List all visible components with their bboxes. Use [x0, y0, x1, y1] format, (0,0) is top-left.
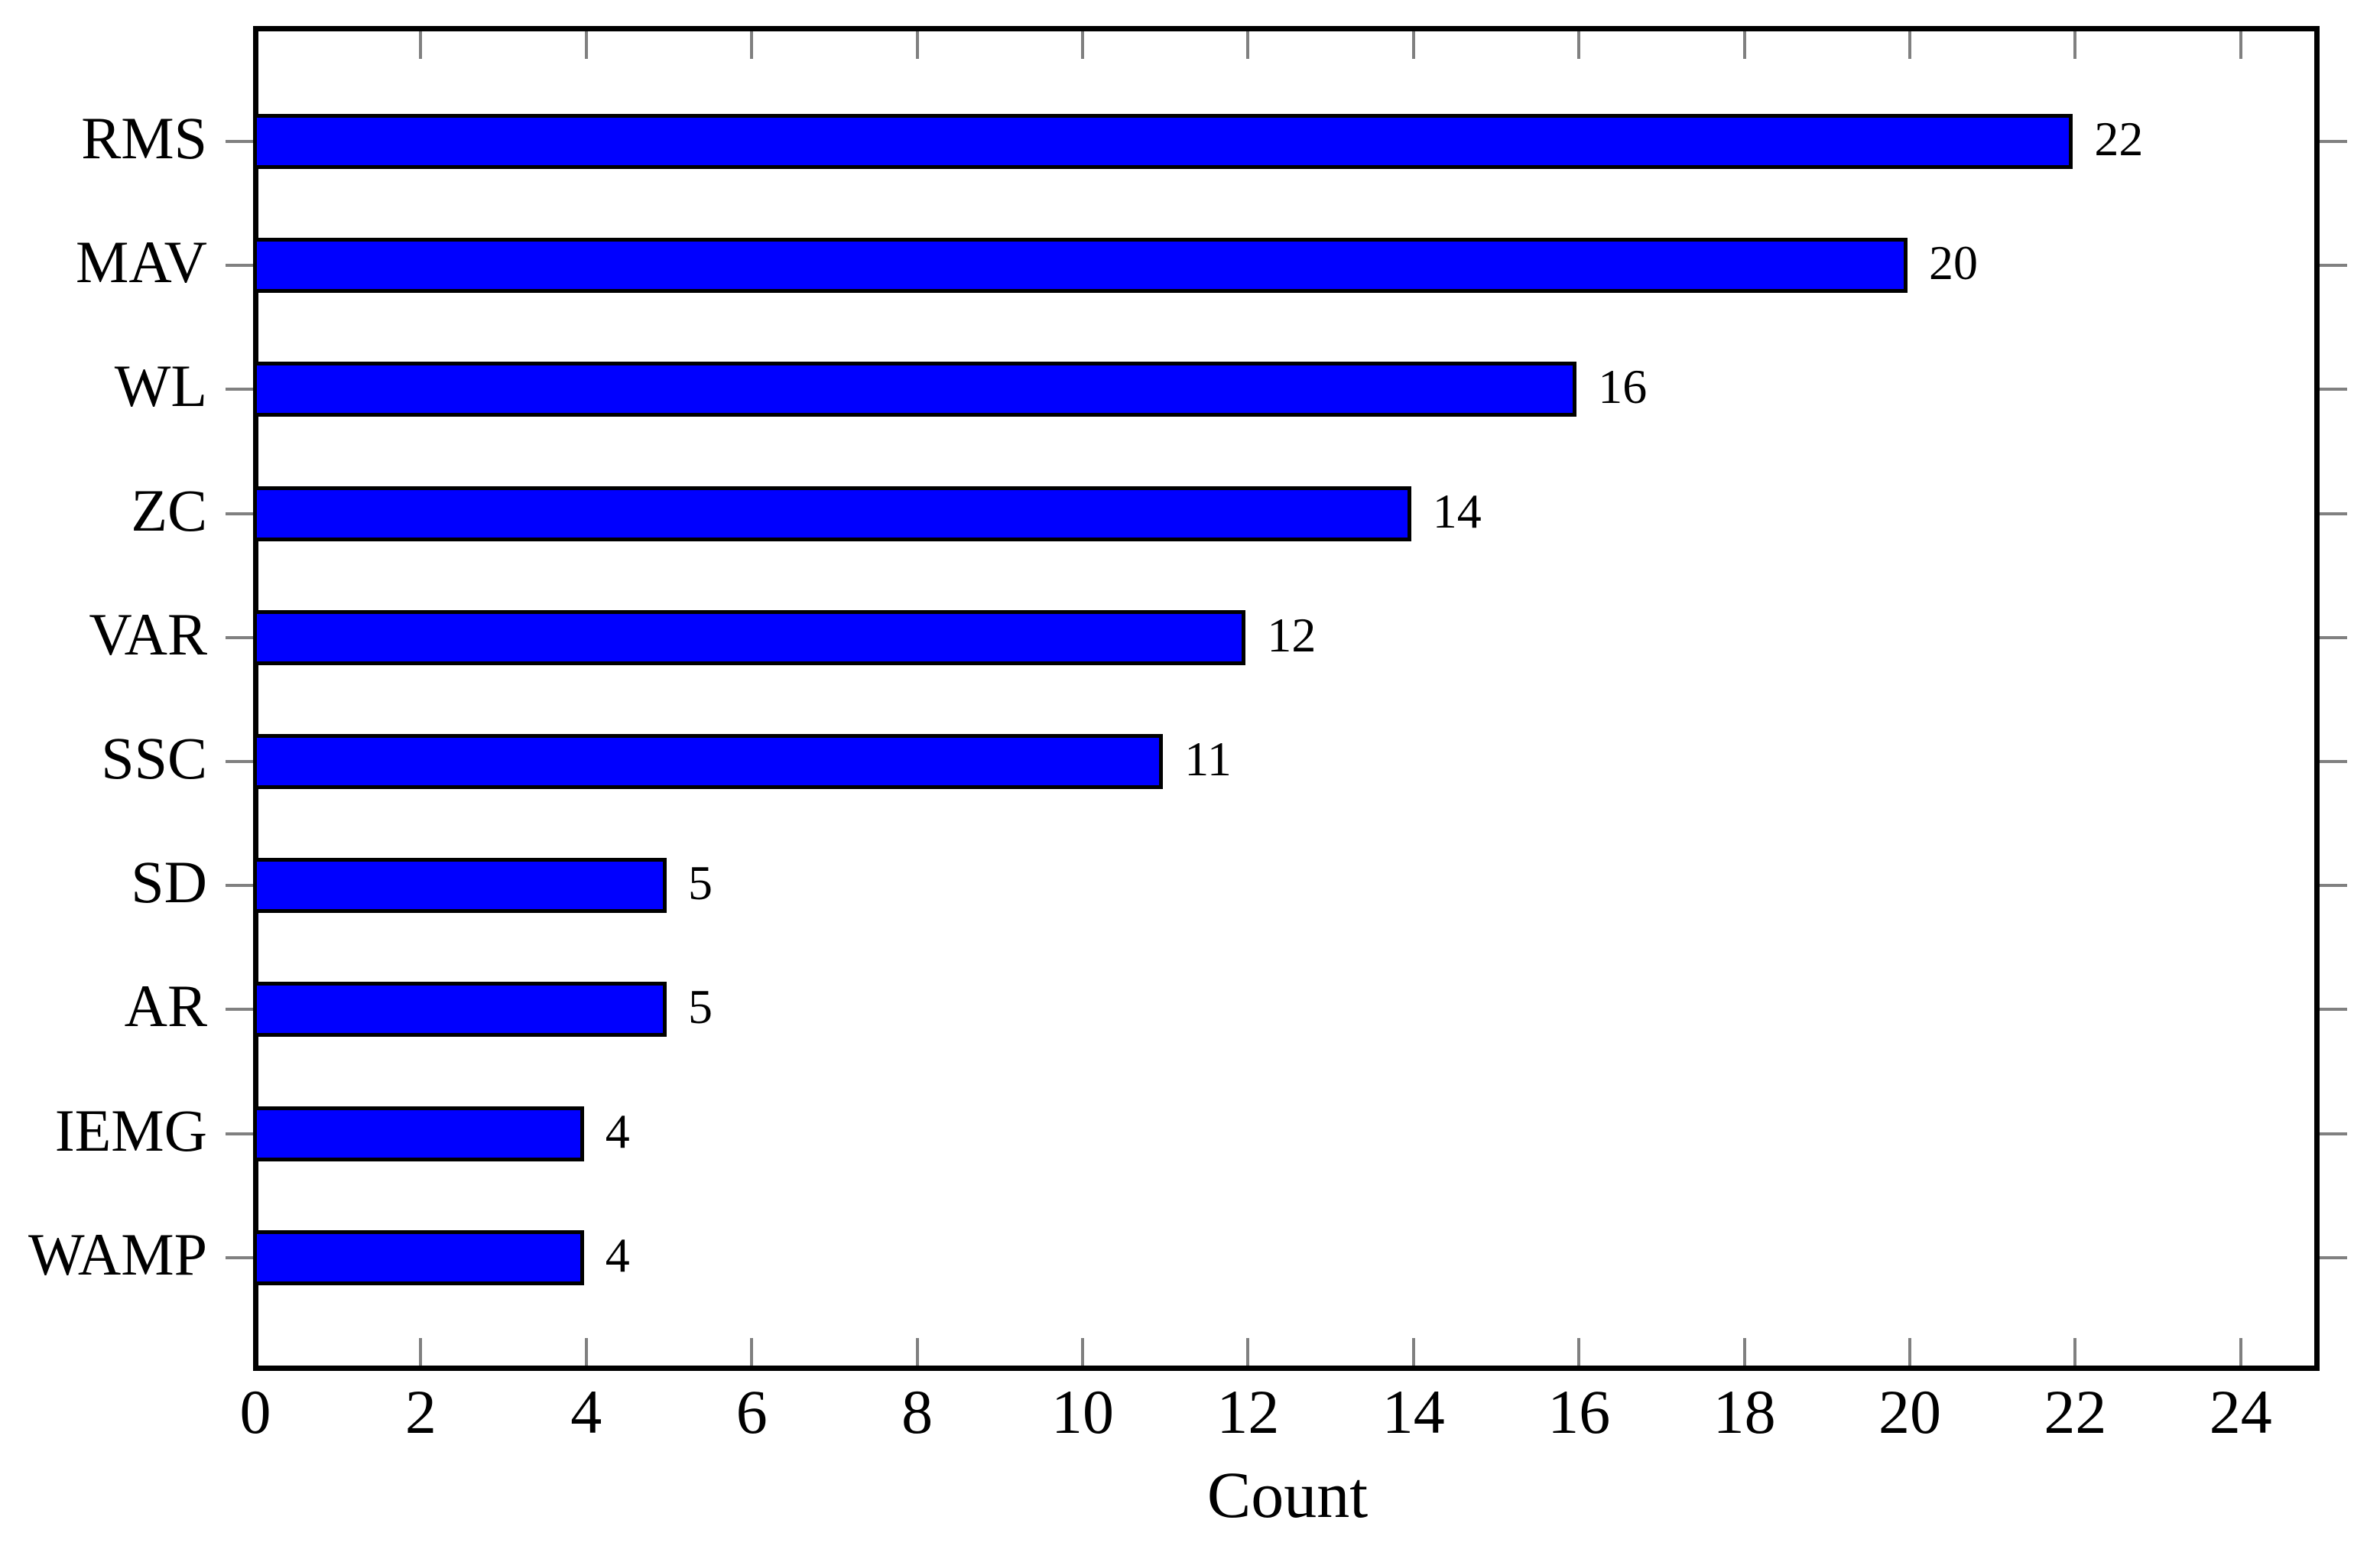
- category-label: ZC: [131, 476, 207, 544]
- bar: [253, 114, 2073, 169]
- x-tick-top: [915, 31, 919, 59]
- bar: [253, 1229, 584, 1285]
- x-tick-label: 2: [404, 1377, 437, 1447]
- x-tick-bottom: [1908, 1338, 1911, 1366]
- x-tick-bottom: [419, 1338, 423, 1366]
- bar-value-label: 11: [1184, 732, 1232, 786]
- x-tick-top: [1246, 31, 1250, 59]
- x-tick-bottom: [1742, 1338, 1746, 1366]
- x-tick-bottom: [584, 1338, 588, 1366]
- x-tick-bottom: [1577, 1338, 1581, 1366]
- bar-value-label: 22: [2094, 112, 2144, 166]
- x-tick-bottom: [1246, 1338, 1250, 1366]
- y-tick-left: [226, 760, 253, 763]
- y-tick-left: [226, 1008, 253, 1012]
- x-tick-top: [1742, 31, 1746, 59]
- bar-value-label: 20: [1929, 235, 1978, 291]
- x-tick-bottom: [2073, 1338, 2077, 1366]
- x-tick-label: 8: [901, 1377, 933, 1447]
- category-label: AR: [124, 973, 207, 1040]
- bar-value-label: 4: [605, 1227, 630, 1282]
- x-tick-label: 0: [239, 1377, 271, 1447]
- y-tick-left: [226, 140, 253, 143]
- x-tick-top: [1577, 31, 1581, 59]
- y-tick-right: [2320, 388, 2347, 391]
- bar-value-label: 5: [688, 979, 713, 1034]
- category-label: WAMP: [28, 1220, 207, 1288]
- y-tick-right: [2320, 264, 2347, 268]
- y-tick-left: [226, 1132, 253, 1135]
- x-tick-bottom: [2239, 1338, 2242, 1366]
- category-label: MAV: [76, 229, 207, 296]
- bar: [253, 486, 1411, 541]
- x-tick-top: [750, 31, 754, 59]
- x-tick-top: [419, 31, 423, 59]
- bar-value-label: 12: [1267, 607, 1317, 662]
- x-tick-label: 6: [735, 1377, 768, 1447]
- y-tick-right: [2320, 884, 2347, 888]
- bar: [253, 238, 1908, 294]
- x-tick-bottom: [750, 1338, 754, 1366]
- bar: [253, 734, 1164, 789]
- bar: [253, 362, 1577, 417]
- y-tick-left: [226, 635, 253, 639]
- y-tick-left: [226, 388, 253, 391]
- x-tick-top: [1908, 31, 1911, 59]
- y-tick-right: [2320, 635, 2347, 639]
- x-tick-top: [2239, 31, 2242, 59]
- bar-value-label: 4: [605, 1103, 630, 1158]
- y-tick-left: [226, 512, 253, 515]
- x-tick-label: 14: [1382, 1377, 1445, 1447]
- x-tick-label: 16: [1547, 1377, 1611, 1447]
- x-tick-label: 20: [1878, 1377, 1941, 1447]
- y-tick-right: [2320, 140, 2347, 143]
- category-label: RMS: [81, 105, 207, 171]
- x-tick-label: 4: [570, 1377, 602, 1447]
- x-tick-bottom: [1081, 1338, 1084, 1366]
- bar-value-label: 16: [1598, 359, 1648, 414]
- y-tick-left: [226, 884, 253, 888]
- bar: [253, 982, 667, 1038]
- category-label: SD: [131, 849, 207, 916]
- category-label: IEMG: [54, 1096, 207, 1164]
- x-tick-bottom: [1411, 1338, 1415, 1366]
- x-tick-label: 22: [2044, 1377, 2107, 1447]
- y-tick-right: [2320, 1255, 2347, 1259]
- category-label: SSC: [101, 725, 207, 791]
- x-tick-top: [2073, 31, 2077, 59]
- x-tick-label: 12: [1216, 1377, 1280, 1447]
- y-tick-left: [226, 1255, 253, 1259]
- x-tick-top: [1081, 31, 1084, 59]
- bar-value-label: 14: [1432, 483, 1482, 538]
- bar: [253, 858, 667, 914]
- x-tick-label: 18: [1713, 1377, 1776, 1447]
- x-tick-top: [584, 31, 588, 59]
- bar: [253, 1106, 584, 1161]
- category-label: WL: [114, 352, 207, 420]
- category-label: VAR: [89, 600, 207, 667]
- y-tick-left: [226, 264, 253, 268]
- x-axis-title: Count: [1206, 1458, 1369, 1531]
- y-tick-right: [2320, 1008, 2347, 1012]
- x-tick-label: 24: [2209, 1377, 2272, 1447]
- y-tick-right: [2320, 512, 2347, 515]
- x-tick-label: 10: [1051, 1377, 1114, 1447]
- x-tick-top: [1411, 31, 1415, 59]
- y-tick-right: [2320, 760, 2347, 763]
- plot-frame: [253, 26, 2320, 1371]
- y-tick-right: [2320, 1132, 2347, 1135]
- bar-value-label: 5: [688, 856, 713, 911]
- bar: [253, 609, 1246, 665]
- x-tick-bottom: [915, 1338, 919, 1366]
